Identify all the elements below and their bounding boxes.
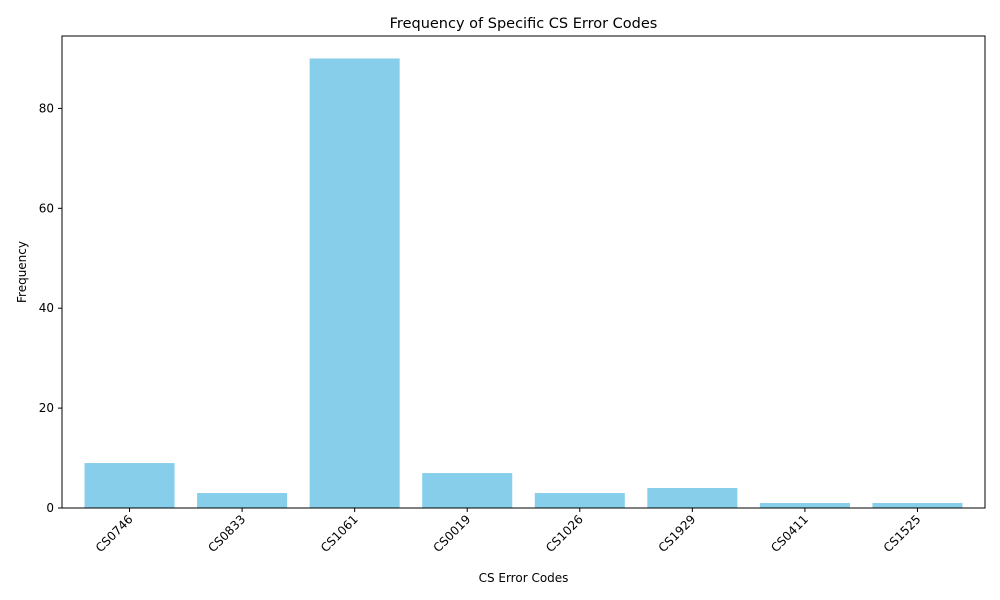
bar-cs0833: [197, 493, 288, 508]
y-tick-label: 20: [39, 401, 54, 415]
bars-group: [84, 58, 963, 508]
y-tick-label: 40: [39, 301, 54, 315]
bar-cs0019: [422, 473, 513, 508]
y-axis-ticks: 0 20 40 60 80: [39, 101, 62, 515]
y-tick-label: 0: [46, 501, 54, 515]
y-tick-label: 80: [39, 101, 54, 115]
y-axis-title: Frequency: [15, 241, 29, 303]
bar-cs1525: [872, 503, 963, 508]
x-axis-title: CS Error Codes: [479, 571, 569, 585]
bar-cs0746: [84, 463, 175, 508]
y-tick-label: 60: [39, 201, 54, 215]
bar-cs1929: [647, 488, 738, 508]
bar-cs0411: [759, 503, 850, 508]
chart-title: Frequency of Specific CS Error Codes: [390, 16, 658, 32]
plot-frame: [61, 35, 986, 509]
bar-cs1026: [534, 493, 625, 508]
bar-cs1061: [309, 58, 400, 508]
